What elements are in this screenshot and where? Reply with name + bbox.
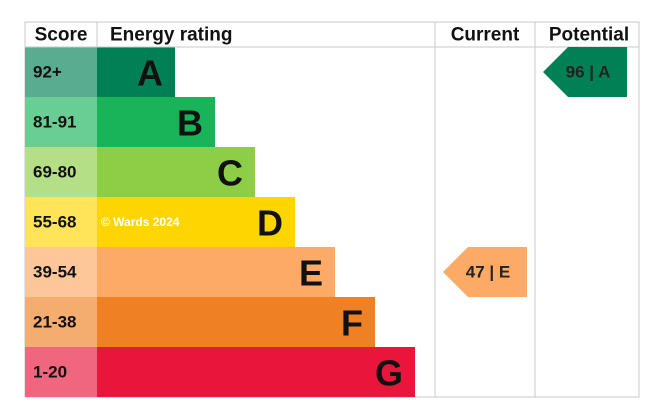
rating-letter: E <box>299 253 323 294</box>
rating-letter: F <box>341 303 363 344</box>
header-score: Score <box>35 25 88 46</box>
score-label: 92+ <box>33 63 62 82</box>
current-label: 47 | E <box>466 263 510 282</box>
rating-letter: A <box>137 53 163 94</box>
rating-letter: C <box>217 153 243 194</box>
header-rating: Energy rating <box>110 25 232 46</box>
rating-bar <box>97 47 175 97</box>
watermark: © Wards 2024 <box>101 215 180 229</box>
rating-bar <box>97 347 415 397</box>
rating-bar <box>97 297 375 347</box>
score-label: 81-91 <box>33 113 76 132</box>
score-label: 21-38 <box>33 313 76 332</box>
rating-letter: B <box>177 103 203 144</box>
rating-letter: G <box>375 353 403 394</box>
score-label: 55-68 <box>33 213 76 232</box>
score-label: 39-54 <box>33 263 77 282</box>
header-potential: Potential <box>549 25 629 46</box>
header-current: Current <box>451 25 520 46</box>
score-label: 1-20 <box>33 363 67 382</box>
potential-label: 96 | A <box>566 63 611 82</box>
rating-letter: D <box>257 203 283 244</box>
score-label: 69-80 <box>33 163 76 182</box>
